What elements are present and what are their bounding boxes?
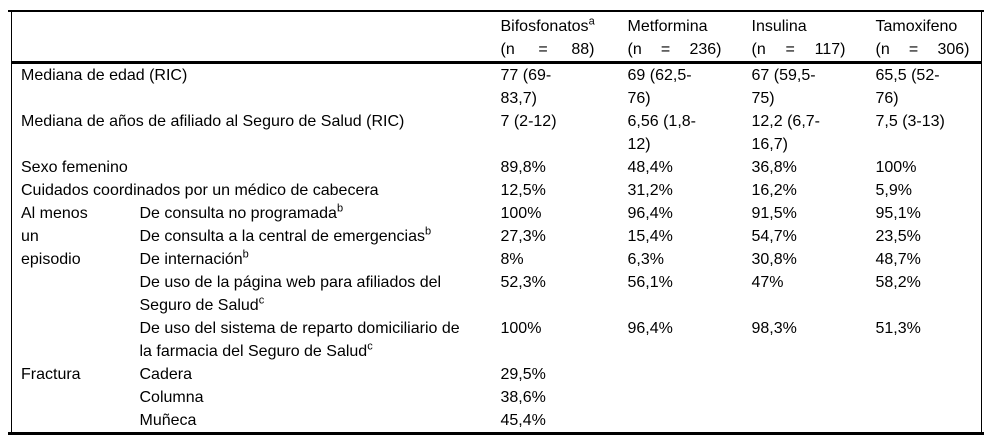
row-label: Cuidados coordinados por un médico de ca… [21, 182, 379, 199]
value-cell: 89,8% [500, 159, 546, 176]
value-cell [623, 409, 747, 432]
value-cell [623, 363, 747, 386]
value-cell: 29,5% [500, 366, 546, 383]
value-cell: 56,1% [627, 274, 673, 291]
column-title: Insulina [751, 18, 807, 35]
value-cell: 36,8% [751, 159, 797, 176]
value-cell: 100% [500, 320, 542, 337]
header-row: Bifosfonatosa (n = 88) Metformina (n = 2… [11, 12, 982, 64]
value-cell: 52,3% [500, 274, 546, 291]
row-consulta-no-programada: Al menos un episodio De consulta no prog… [12, 202, 982, 268]
row-uso-pagina-web: De uso de la página web para afiliados d… [12, 271, 982, 317]
value-cell: 6,3% [627, 251, 664, 268]
value-cell: 23,5% [875, 228, 921, 245]
value-cell [871, 363, 982, 386]
footnote-marker-c: c [258, 294, 265, 307]
value-cell: 27,3% [500, 228, 546, 245]
value-cell: 15,4% [627, 228, 673, 245]
footnote-marker-b: b [336, 202, 344, 215]
sample-size: (n = 306) [875, 41, 970, 58]
value-cell [747, 409, 871, 432]
row-label: Cadera [139, 366, 192, 383]
value-cell: 12,2 (6,7- 16,7) [751, 113, 820, 153]
group-label-al-menos-un-episodio: Al menos un episodio [21, 205, 88, 268]
value-cell: 100% [500, 205, 542, 222]
footnote-marker-b: b [242, 248, 249, 261]
value-cell: 45,4% [500, 412, 546, 429]
value-cell: 38,6% [500, 389, 546, 406]
patient-characteristics-table: Bifosfonatosa (n = 88) Metformina (n = 2… [11, 12, 982, 432]
row-label: De consulta a la central de emergenciasb [139, 225, 432, 245]
sample-size: (n = 88) [500, 41, 595, 58]
row-sexo-femenino: Sexo femenino 89,8% 48,4% 36,8% 100% [12, 156, 982, 179]
value-cell: 58,2% [875, 274, 921, 291]
group-label-fractura: Fractura [21, 366, 81, 383]
footnote-marker-a: a [588, 15, 595, 28]
value-cell: 54,7% [751, 228, 797, 245]
row-mediana-anos-afiliado: Mediana de años de afiliado al Seguro de… [12, 110, 982, 156]
value-cell [747, 363, 871, 386]
value-cell: 12,5% [500, 182, 546, 199]
row-label: De consulta no programadab [139, 202, 344, 222]
value-cell: 30,8% [751, 251, 797, 268]
sample-size: (n = 117) [751, 41, 846, 58]
value-cell: 96,4% [627, 205, 673, 222]
value-cell [871, 409, 982, 432]
value-cell: 6,56 (1,8- 12) [627, 113, 696, 153]
table-frame: Bifosfonatosa (n = 88) Metformina (n = 2… [8, 10, 984, 435]
value-cell: 31,2% [627, 182, 673, 199]
column-title: Tamoxifeno [875, 18, 958, 35]
value-cell [871, 386, 982, 409]
value-cell: 8% [500, 251, 524, 268]
row-mediana-edad: Mediana de edad (RIC) 77 (69- 83,7) 69 (… [12, 63, 982, 111]
value-cell: 7 (2-12) [500, 113, 557, 130]
empty-header-cell [11, 12, 496, 64]
value-cell: 16,2% [751, 182, 797, 199]
value-cell: 95,1% [875, 205, 921, 222]
value-cell: 48,4% [627, 159, 673, 176]
column-header-insulina: Insulina (n = 117) [746, 12, 871, 64]
value-cell: 96,4% [627, 320, 673, 337]
value-cell: 69 (62,5- 76) [627, 67, 692, 107]
sample-size: (n = 236) [627, 41, 722, 58]
row-consulta-central-emergencias: De consulta a la central de emergenciasb… [12, 225, 982, 248]
value-cell: 51,3% [875, 320, 921, 337]
row-fractura-cadera: Fractura Cadera 29,5% [12, 363, 982, 386]
value-cell: 48,7% [875, 251, 921, 268]
row-label: De internaciónb [139, 248, 249, 268]
row-label: De uso del sistema de reparto domiciliar… [139, 320, 460, 360]
value-cell: 67 (59,5- 75) [751, 67, 816, 107]
row-label: Mediana de edad (RIC) [21, 67, 188, 84]
value-cell: 91,5% [751, 205, 797, 222]
value-cell [623, 386, 747, 409]
value-cell: 77 (69- 83,7) [500, 67, 552, 107]
value-cell: 100% [875, 159, 917, 176]
row-label: Columna [139, 389, 204, 406]
value-cell [747, 386, 871, 409]
column-header-tamoxifeno: Tamoxifeno (n = 306) [870, 12, 982, 64]
value-cell: 7,5 (3-13) [875, 113, 945, 130]
row-label: Mediana de años de afiliado al Seguro de… [21, 113, 405, 130]
value-cell: 65,5 (52- 76) [875, 67, 940, 107]
column-title: Bifosfonatos [500, 18, 589, 35]
footnote-marker-c: c [367, 340, 373, 353]
column-title: Metformina [627, 18, 708, 35]
column-header-bifosfonatos: Bifosfonatosa (n = 88) [495, 12, 623, 64]
row-fractura-columna: Columna 38,6% [12, 386, 982, 409]
column-header-metformina: Metformina (n = 236) [622, 12, 747, 64]
row-label: Sexo femenino [21, 159, 128, 176]
footnote-marker-b: b [425, 225, 432, 238]
row-reparto-domiciliario: De uso del sistema de reparto domiciliar… [12, 317, 982, 363]
row-label: De uso de la página web para afiliados d… [139, 274, 442, 314]
value-cell: 98,3% [751, 320, 797, 337]
row-fractura-muneca: Muñeca 45,4% [12, 409, 982, 432]
row-cuidados-coordinados: Cuidados coordinados por un médico de ca… [12, 179, 982, 202]
value-cell: 47% [751, 274, 784, 291]
row-internacion: De internaciónb 8% 6,3% 30,8% 48,7% [12, 248, 982, 271]
row-label: Muñeca [139, 412, 197, 429]
value-cell: 5,9% [875, 182, 912, 199]
